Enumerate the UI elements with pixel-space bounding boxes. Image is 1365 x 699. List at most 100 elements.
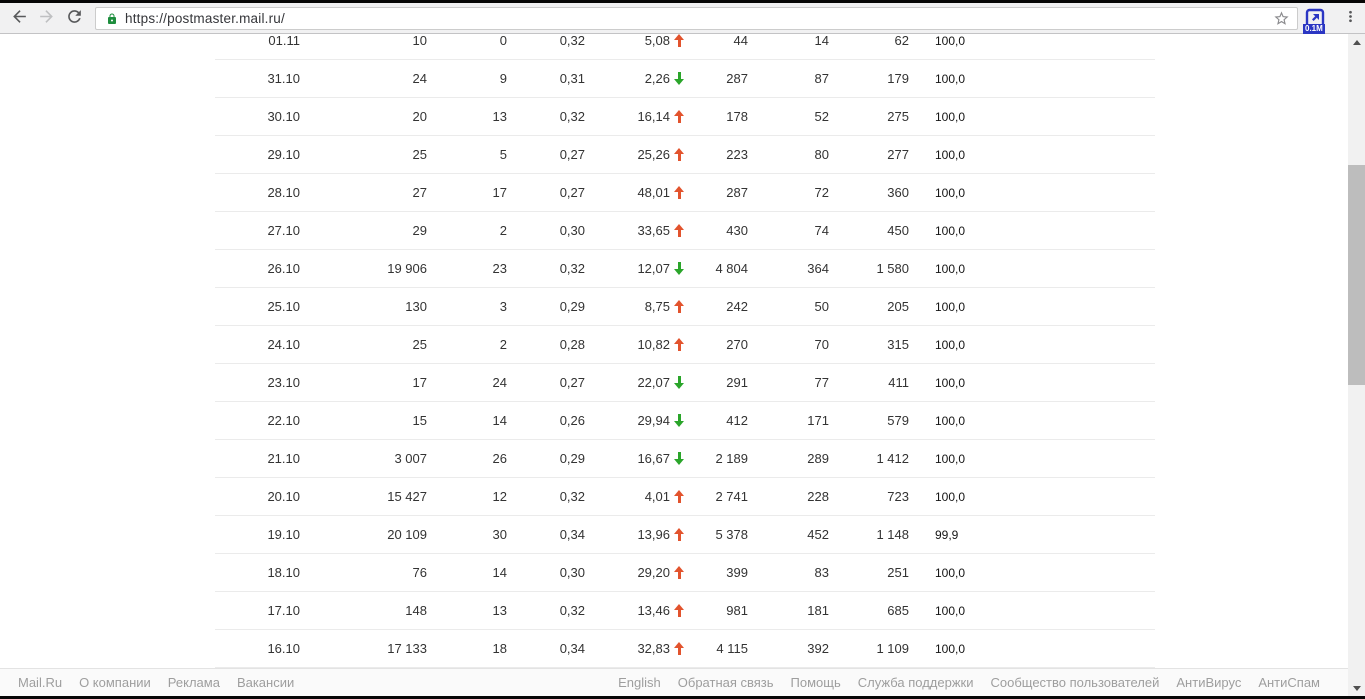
value-cell: 25 (412, 147, 427, 162)
delivered-bar: 100,0 (929, 638, 1129, 659)
value-cell: 13 (492, 109, 507, 124)
value-cell: 1 148 (876, 527, 909, 542)
trend-value: 29,94 (637, 413, 670, 428)
date-cell: 28.10 (267, 185, 300, 200)
trend-arrow-icon (674, 528, 685, 541)
value-cell: 80 (814, 147, 829, 162)
trend-cell: 12,07 (585, 261, 685, 276)
table-row: 18.10 76 14 0,30 29,20 399 83 251 100,0 (215, 554, 1155, 592)
browser-toolbar: https://postmaster.mail.ru/ 0.1M (0, 3, 1365, 34)
delivered-bar: 100,0 (929, 182, 1129, 203)
value-cell: 4 804 (715, 261, 748, 276)
value-cell: 981 (726, 603, 748, 618)
delivered-bar: 100,0 (929, 296, 1129, 317)
value-cell: 2 (499, 223, 507, 238)
footer-link[interactable]: АнтиСпам (1258, 675, 1320, 690)
value-cell: 44 (733, 34, 748, 48)
table-row: 21.10 3 007 26 0,29 16,67 2 189 289 1 41… (215, 440, 1155, 478)
trend-value: 16,67 (637, 451, 670, 466)
date-cell: 25.10 (267, 299, 300, 314)
value-cell: 315 (887, 337, 909, 352)
footer-link[interactable]: Вакансии (236, 675, 295, 690)
scrollbar-up-icon (1352, 39, 1361, 45)
value-cell: 19 906 (387, 261, 427, 276)
value-cell: 411 (888, 375, 909, 390)
date-cell: 23.10 (267, 375, 300, 390)
value-cell: 275 (887, 109, 909, 124)
scrollbar-up-button[interactable] (1348, 34, 1365, 50)
scrollbar-down-button[interactable] (1348, 680, 1365, 696)
delivered-bar-cell: 100,0 (909, 220, 1129, 241)
value-cell: 0,28 (559, 337, 585, 352)
footer-link[interactable]: English (618, 675, 661, 690)
delivered-bar-label: 100,0 (935, 71, 966, 86)
table-row: 20.10 15 427 12 0,32 4,01 2 741 228 723 … (215, 478, 1155, 516)
trend-value: 4,01 (644, 489, 670, 504)
value-cell: 13 (492, 603, 507, 618)
url-text[interactable]: https://postmaster.mail.ru/ (125, 11, 285, 26)
delivered-bar: 100,0 (929, 144, 1129, 165)
delivered-bar-label: 100,0 (935, 261, 966, 276)
back-button[interactable] (6, 5, 33, 32)
window-top-edge (0, 0, 1365, 3)
table-row: 28.10 27 17 0,27 48,01 287 72 360 100,0 (215, 174, 1155, 212)
trend-cell: 8,75 (585, 299, 685, 314)
trend-cell: 13,96 (585, 527, 685, 542)
address-bar[interactable]: https://postmaster.mail.ru/ (95, 7, 1298, 30)
value-cell: 24 (412, 71, 427, 86)
refresh-button[interactable] (61, 5, 88, 32)
value-cell: 277 (887, 147, 909, 162)
trend-value: 13,46 (637, 603, 670, 618)
value-cell: 52 (814, 109, 829, 124)
trend-cell: 16,14 (585, 109, 685, 124)
trend-arrow-icon (674, 604, 685, 617)
footer-link[interactable]: Служба поддержки (857, 675, 974, 690)
forward-button[interactable] (33, 5, 60, 32)
trend-arrow-icon (674, 186, 685, 199)
value-cell: 74 (814, 223, 829, 238)
value-cell: 2 741 (715, 489, 748, 504)
footer-link[interactable]: Mail.Ru (18, 675, 63, 690)
browser-menu-button[interactable] (1338, 5, 1362, 32)
table-row: 26.10 19 906 23 0,32 12,07 4 804 364 1 5… (215, 250, 1155, 288)
scrollbar-thumb[interactable] (1348, 165, 1365, 385)
trend-cell: 33,65 (585, 223, 685, 238)
vertical-scrollbar[interactable] (1348, 34, 1365, 696)
bookmark-star-icon[interactable] (1273, 10, 1290, 27)
trend-value: 25,26 (637, 147, 670, 162)
delivered-bar: 100,0 (929, 220, 1129, 241)
secure-lock-icon[interactable] (106, 13, 118, 25)
value-cell: 12 (492, 489, 507, 504)
value-cell: 228 (807, 489, 829, 504)
value-cell: 251 (887, 565, 909, 580)
footer-link[interactable]: АнтиВирус (1176, 675, 1242, 690)
date-cell: 26.10 (267, 261, 300, 276)
table-row: 01.11 10 0 0,32 5,08 44 14 62 100,0 (215, 34, 1155, 60)
trend-arrow-icon (674, 642, 685, 655)
value-cell: 0,29 (559, 451, 585, 466)
value-cell: 4 115 (716, 641, 748, 656)
date-cell: 16.10 (267, 641, 300, 656)
footer-link[interactable]: Обратная связь (677, 675, 774, 690)
trend-value: 29,20 (637, 565, 670, 580)
delivered-bar: 100,0 (929, 600, 1129, 621)
value-cell: 392 (807, 641, 829, 656)
footer-link[interactable]: Помощь (790, 675, 841, 690)
value-cell: 87 (814, 71, 829, 86)
date-cell: 01.11 (268, 34, 300, 48)
value-cell: 0,27 (559, 147, 585, 162)
trend-value: 12,07 (637, 261, 670, 276)
value-cell: 0,30 (559, 565, 585, 580)
value-cell: 0,34 (559, 527, 585, 542)
footer-link[interactable]: Сообщество пользователей (990, 675, 1160, 690)
value-cell: 14 (814, 34, 829, 48)
value-cell: 26 (492, 451, 507, 466)
value-cell: 20 (412, 109, 427, 124)
date-cell: 30.10 (267, 109, 300, 124)
footer-link[interactable]: О компании (79, 675, 151, 690)
footer-link[interactable]: Реклама (167, 675, 220, 690)
value-cell: 0,27 (559, 185, 585, 200)
value-cell: 2 (499, 337, 507, 352)
delivered-bar: 100,0 (929, 68, 1129, 89)
